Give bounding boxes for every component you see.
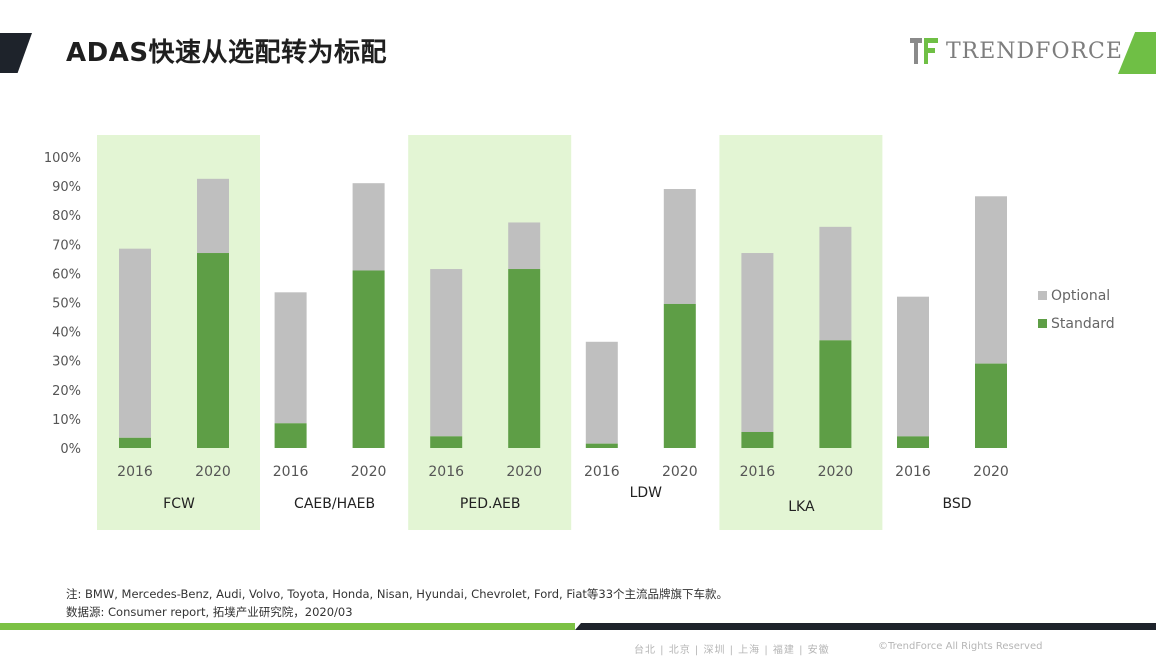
bar-standard-fcw-2016 — [119, 437, 151, 448]
y-tick-label: 80% — [52, 209, 81, 224]
x-tick-label: 2020 — [662, 464, 698, 480]
title-accent-right — [1118, 32, 1156, 74]
y-tick-label: 50% — [52, 297, 81, 312]
legend-label-optional: Optional — [1051, 288, 1110, 304]
source-line: 数据源: Consumer report, 拓墣产业研究院，2020/03 — [66, 605, 353, 619]
footer-bar-green — [0, 623, 575, 630]
bar-standard-ldw-2016 — [585, 443, 618, 448]
x-tick-label: 2016 — [117, 464, 153, 480]
bar-optional-bsd-2020 — [975, 196, 1007, 364]
trendforce-logo-icon — [910, 38, 938, 64]
y-tick-label: 40% — [52, 326, 81, 341]
x-tick-label: 2020 — [818, 464, 854, 480]
footer-bar-dark — [575, 623, 1156, 630]
group-label: CAEB/HAEB — [294, 496, 375, 512]
brand-name: TRENDFORCE — [946, 38, 1123, 64]
group-label: PED.AEB — [460, 496, 521, 512]
x-tick-label: 2016 — [273, 464, 309, 480]
bar-standard-ldw-2020 — [663, 303, 696, 448]
group-label: LKA — [788, 499, 815, 515]
trendforce-logo: TRENDFORCE — [910, 36, 1123, 66]
y-tick-label: 60% — [52, 267, 81, 282]
y-tick-label: 20% — [52, 384, 81, 399]
x-tick-label: 2016 — [895, 464, 931, 480]
bar-optional-ldw-2020 — [663, 189, 696, 304]
footer-copyright: ©TrendForce All Rights Reserved — [878, 641, 1043, 652]
y-tick-label: 70% — [52, 238, 81, 253]
bar-standard-caeb-haeb-2020 — [352, 270, 385, 448]
bar-standard-ped-aeb-2016 — [430, 436, 463, 448]
legend-swatch-standard — [1038, 319, 1047, 328]
legend-label-standard: Standard — [1051, 316, 1115, 332]
y-tick-label: 0% — [60, 442, 81, 457]
bar-standard-caeb-haeb-2016 — [274, 423, 307, 448]
bar-standard-lka-2020 — [819, 340, 852, 448]
bar-optional-fcw-2016 — [119, 248, 151, 438]
bar-standard-ped-aeb-2020 — [508, 269, 541, 448]
bar-standard-bsd-2016 — [897, 436, 929, 448]
y-tick-label: 30% — [52, 355, 81, 370]
bar-optional-caeb-haeb-2020 — [352, 183, 385, 271]
bar-optional-ldw-2016 — [585, 341, 618, 444]
bar-standard-bsd-2020 — [975, 363, 1007, 448]
x-tick-label: 2020 — [195, 464, 231, 480]
y-tick-label: 10% — [52, 413, 81, 428]
x-tick-label: 2016 — [740, 464, 776, 480]
note-line: 注: BMW, Mercedes-Benz, Audi, Volvo, Toyo… — [66, 587, 729, 601]
bar-optional-ped-aeb-2016 — [430, 269, 463, 437]
footer-offices: 台北 | 北京 | 深圳 | 上海 | 福建 | 安徽 — [634, 645, 830, 656]
group-label: BSD — [942, 496, 971, 512]
bar-optional-fcw-2020 — [197, 178, 229, 254]
chart-notes: 注: BMW, Mercedes-Benz, Audi, Volvo, Toyo… — [66, 585, 728, 621]
adas-stacked-bar-chart: 0% 10% 20% 30% 40% 50% 60% 70% 80% 90% 100% 2016 202… — [44, 135, 1115, 530]
bar-optional-bsd-2016 — [897, 296, 929, 437]
x-tick-label: 2016 — [428, 464, 464, 480]
bar-standard-lka-2016 — [741, 431, 774, 448]
bar-optional-lka-2020 — [819, 226, 852, 341]
x-tick-label: 2020 — [506, 464, 542, 480]
bar-optional-ped-aeb-2020 — [508, 222, 541, 270]
x-tick-label: 2020 — [973, 464, 1009, 480]
group-label: LDW — [630, 485, 663, 501]
x-tick-label: 2016 — [584, 464, 620, 480]
x-tick-label: 2020 — [351, 464, 387, 480]
y-tick-label: 100% — [44, 151, 81, 166]
bar-optional-caeb-haeb-2016 — [274, 292, 307, 424]
title-accent-left — [0, 33, 32, 73]
page-title: ADAS快速从选配转为标配 — [66, 38, 388, 68]
bar-optional-lka-2016 — [741, 253, 774, 432]
bar-standard-fcw-2020 — [197, 253, 229, 448]
group-label: FCW — [163, 496, 195, 512]
legend-swatch-optional — [1038, 291, 1047, 300]
y-tick-label: 90% — [52, 180, 81, 195]
